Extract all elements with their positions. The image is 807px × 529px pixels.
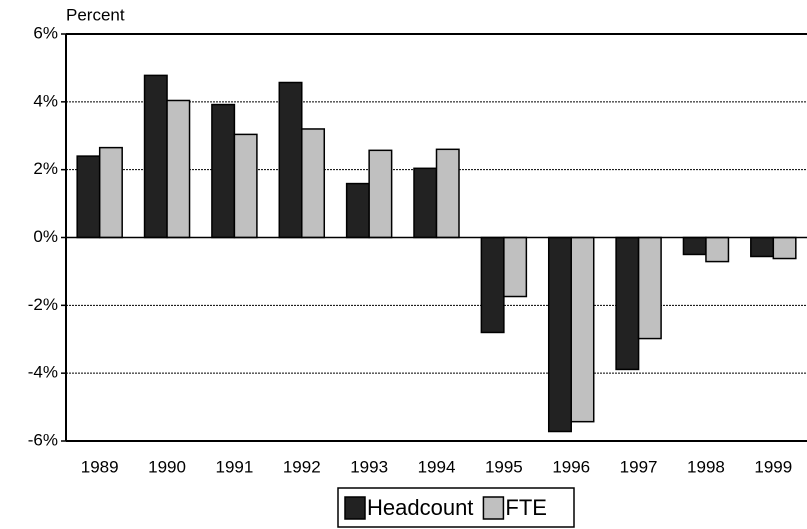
bar <box>705 236 730 263</box>
x-tick-label: 1995 <box>485 457 523 476</box>
bar <box>345 182 370 239</box>
y-tick-label: -6% <box>28 430 58 449</box>
y-axis-label: Percent <box>66 5 125 24</box>
y-tick-label: -4% <box>28 363 58 382</box>
bar <box>615 236 640 371</box>
bar <box>435 148 460 239</box>
bar <box>637 236 662 340</box>
x-tick-label: 1989 <box>81 457 119 476</box>
legend-swatch <box>482 496 505 520</box>
bar <box>301 128 326 239</box>
bar <box>233 133 258 239</box>
y-tick-label: -2% <box>28 295 58 314</box>
bar <box>772 236 797 260</box>
x-tick-label: 1992 <box>283 457 321 476</box>
x-tick-label: 1991 <box>215 457 253 476</box>
y-tick-label: 4% <box>33 91 58 110</box>
bar <box>211 103 236 239</box>
x-tick-label: 1994 <box>418 457 456 476</box>
bar <box>368 149 393 239</box>
bar <box>143 74 168 239</box>
x-tick-label: 1996 <box>552 457 590 476</box>
x-tick-label: 1998 <box>687 457 725 476</box>
legend-text: Headcount <box>367 495 473 520</box>
x-tick-label: 1999 <box>754 457 792 476</box>
y-tick-label: 6% <box>33 23 58 42</box>
bar <box>570 236 595 423</box>
bar <box>547 236 572 433</box>
legend-swatch <box>344 496 366 520</box>
bar <box>682 236 707 256</box>
x-tick-label: 1993 <box>350 457 388 476</box>
legend-text: FTE <box>505 495 547 520</box>
legend-box <box>337 487 575 528</box>
bar <box>480 236 505 334</box>
y-tick-label: 0% <box>33 227 58 246</box>
bar <box>413 167 438 239</box>
x-tick-label: 1997 <box>620 457 658 476</box>
y-tick-label: 2% <box>33 159 58 178</box>
bar <box>750 236 775 258</box>
bar <box>76 155 101 239</box>
x-tick-label: 1990 <box>148 457 186 476</box>
bar <box>166 99 191 239</box>
bar <box>98 146 123 239</box>
bar <box>278 81 303 239</box>
bar <box>503 236 528 298</box>
